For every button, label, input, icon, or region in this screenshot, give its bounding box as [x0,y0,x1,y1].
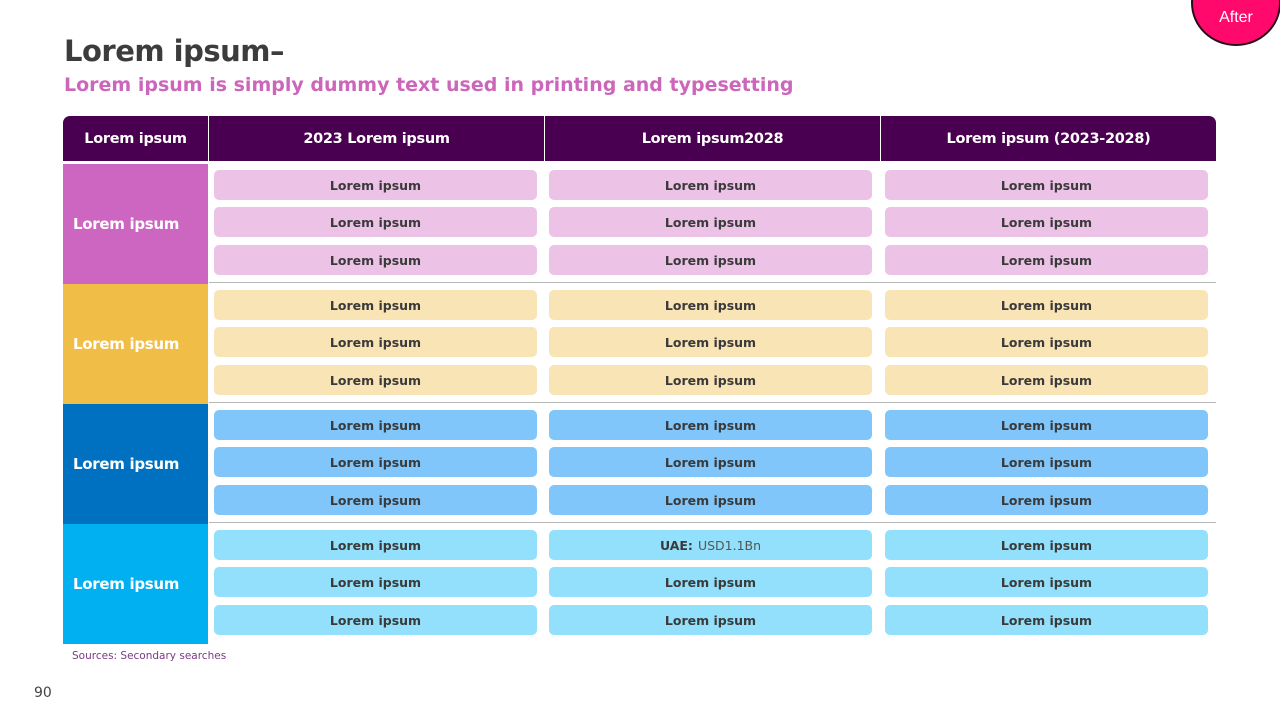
table-cell: Lorem ipsum [549,410,872,440]
row-label: Lorem ipsum [63,164,208,284]
table-cell: Lorem ipsum [885,207,1208,237]
table-cell: Lorem ipsum [549,485,872,515]
table-cell: Lorem ipsum [885,530,1208,560]
table-row: Lorem ipsum Lorem ipsum Lorem ipsum Lorem i… [63,404,1216,524]
table-cell: Lorem ipsum [885,245,1208,275]
table-cell: Lorem ipsum [214,485,537,515]
table-cell: Lorem ipsum [549,245,872,275]
header-cell: Lorem ipsum [63,116,209,161]
table-cell: Lorem ipsum [885,447,1208,477]
after-badge-label: After [1219,9,1253,26]
table-row: Lorem ipsum Lorem ipsum Lorem ipsum Lorem i… [63,284,1216,404]
table-header: Lorem ipsum 2023 Lorem ipsum Lorem ipsum… [63,116,1216,161]
table-cell: Lorem ipsum [214,530,537,560]
table-cell: Lorem ipsum [214,170,537,200]
header-cell: 2023 Lorem ipsum [209,116,545,161]
table-cell: Lorem ipsum [885,485,1208,515]
table-cell: Lorem ipsum [549,605,872,635]
table-cell: Lorem ipsum [549,447,872,477]
row-divider [209,522,1216,523]
table-cell: Lorem ipsum [214,447,537,477]
table-cell: Lorem ipsum [549,290,872,320]
table-cell: Lorem ipsum [549,327,872,357]
table-cell: Lorem ipsum [214,290,537,320]
table-cell: Lorem ipsum [885,170,1208,200]
row-divider [209,402,1216,403]
table-cell: Lorem ipsum [885,605,1208,635]
table-cell: Lorem ipsum [214,327,537,357]
table-cell: Lorem ipsum [885,365,1208,395]
row-label: Lorem ipsum [63,284,208,404]
table-cell: Lorem ipsum [549,567,872,597]
table-cell: Lorem ipsum [214,605,537,635]
table-cell: Lorem ipsum [549,207,872,237]
table-cell: Lorem ipsum [214,245,537,275]
row-divider [209,282,1216,283]
comparison-table: Lorem ipsum 2023 Lorem ipsum Lorem ipsum… [63,116,1216,644]
table-cell: Lorem ipsum [549,170,872,200]
cell-key: UAE: [659,537,693,553]
sources-note: Sources: Secondary searches [72,650,227,662]
slide-subtitle: Lorem ipsum is simply dummy text used in… [64,74,794,96]
row-label: Lorem ipsum [63,404,208,524]
cell-value: USD1.1Bn [697,537,762,553]
table-cell: Lorem ipsum [214,410,537,440]
header-cell: Lorem ipsum (2023-2028) [946,130,1151,147]
table-cell: Lorem ipsum [885,290,1208,320]
slide-title: Lorem ipsum– [64,34,285,68]
table-cell: Lorem ipsum [214,567,537,597]
table-cell: Lorem ipsum [885,410,1208,440]
table-cell: Lorem ipsum [549,365,872,395]
table-cell: Lorem ipsum [214,207,537,237]
table-cell: Lorem ipsum [885,327,1208,357]
table-cell: UAE: USD1.1Bn [549,530,872,560]
header-cell: Lorem ipsum2028 [545,116,881,161]
table-cell: Lorem ipsum [214,365,537,395]
table-row: Lorem ipsum Lorem ipsum Lorem ipsum Lorem i… [63,164,1216,284]
page-number: 90 [34,685,52,701]
table-row: Lorem ipsum Lorem ipsum UAE: USD1.1Bn Lorem … [63,524,1216,644]
table-cell: Lorem ipsum [885,567,1208,597]
row-label: Lorem ipsum [63,524,208,644]
